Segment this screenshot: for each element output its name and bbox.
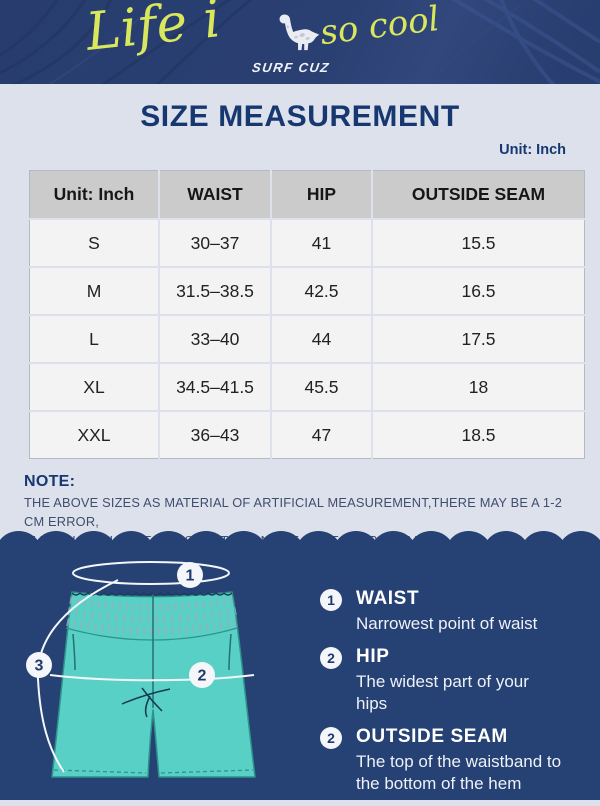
- cell-outside-seam: 15.5: [372, 219, 585, 268]
- guide-item-desc: Narrowest point of waist: [356, 613, 538, 633]
- size-measurement-main: SIZE MEASUREMENT Unit: Inch Unit: Inch W…: [0, 100, 600, 551]
- hip-measure-line: [49, 674, 255, 682]
- outside-seam-measure-line: [36, 579, 119, 773]
- guide-item-desc: The top of the waistband to the bottom o…: [356, 751, 562, 793]
- guide-item: 1 WAIST Narrowest point of waist: [320, 588, 564, 635]
- table-row: XXL 36–43 47 18.5: [29, 411, 585, 459]
- guide-item-title: WAIST: [356, 588, 420, 609]
- cell-size: M: [29, 267, 160, 316]
- size-table: Unit: Inch WAIST HIP OUTSIDE SEAM S 30–3…: [29, 170, 585, 459]
- cell-size: L: [29, 315, 160, 364]
- guide-item: 2 OUTSIDE SEAM The top of the waistband …: [320, 726, 564, 795]
- waistband-ruffle: [71, 592, 233, 596]
- col-header-waist: WAIST: [159, 170, 272, 220]
- pocket-slit-left: [72, 633, 76, 671]
- cell-hip: 42.5: [271, 267, 373, 316]
- cell-outside-seam: 16.5: [372, 267, 585, 316]
- svg-text:1: 1: [186, 568, 195, 585]
- table-row: M 31.5–38.5 42.5 16.5: [29, 267, 585, 316]
- page-title: SIZE MEASUREMENT: [140, 100, 460, 133]
- guide-list: 1 WAIST Narrowest point of waist 2 HIP T…: [320, 588, 564, 806]
- guide-item-text: OUTSIDE SEAM The top of the waistband to…: [356, 726, 564, 795]
- brand-header: Life i so cool SURF CUZ: [0, 0, 600, 84]
- note-text-line1: THE ABOVE SIZES AS MATERIAL OF ARTIFICIA…: [24, 495, 563, 530]
- guide-item-title: HIP: [356, 645, 390, 667]
- guide-item-title: OUTSIDE SEAM: [356, 725, 508, 747]
- cell-size: XXL: [29, 411, 160, 459]
- note-heading: NOTE:: [24, 473, 76, 490]
- cell-waist: 31.5–38.5: [159, 267, 272, 316]
- cell-hip: 47: [271, 411, 373, 459]
- diagram-badge-outside-seam: 3: [26, 652, 52, 678]
- col-header-hip: HIP: [271, 170, 373, 220]
- diagram-badge-hip: 2: [189, 662, 215, 688]
- waist-measure-ellipse: [72, 561, 230, 585]
- cell-hip: 44: [271, 315, 373, 364]
- cell-waist: 34.5–41.5: [159, 363, 272, 412]
- pocket-slit-right: [228, 633, 232, 671]
- cell-size: S: [29, 219, 160, 268]
- col-header-size-unit: Unit: Inch: [29, 170, 160, 220]
- cell-outside-seam: 18.5: [372, 411, 585, 459]
- guide-item-text: WAIST Narrowest point of waist: [356, 588, 537, 635]
- cell-outside-seam: 18: [372, 363, 585, 412]
- guide-item: 2 HIP The widest part of your hips: [320, 646, 564, 715]
- guide-badge: 2: [320, 726, 342, 749]
- guide-badge: 2: [320, 646, 342, 669]
- brand-name: SURF CUZ: [251, 60, 331, 75]
- shorts-diagram: 1 2 3: [26, 561, 256, 778]
- table-row: S 30–37 41 15.5: [29, 219, 585, 268]
- measurement-guide-section: 1 2 3 1 WAIST Narrowest point of waist 2…: [0, 524, 600, 800]
- drawstring: [121, 687, 171, 718]
- wave-divider: [0, 531, 600, 546]
- table-row: XL 34.5–41.5 45.5 18: [29, 363, 585, 412]
- guide-panel: 1 2 3 1 WAIST Narrowest point of waist 2…: [0, 546, 600, 800]
- diagram-badge-waist: 1: [177, 562, 203, 588]
- cell-outside-seam: 17.5: [372, 315, 585, 364]
- palm-leaves-decoration: [0, 0, 600, 84]
- table-header-row: Unit: Inch WAIST HIP OUTSIDE SEAM: [29, 170, 585, 220]
- table-row: L 33–40 44 17.5: [29, 315, 585, 364]
- guide-item-desc: The widest part of your hips: [356, 671, 529, 713]
- cell-size: XL: [29, 363, 160, 412]
- col-header-outside-seam: OUTSIDE SEAM: [372, 170, 585, 220]
- cell-waist: 33–40: [159, 315, 272, 364]
- guide-item-text: HIP The widest part of your hips: [356, 646, 564, 715]
- guide-badge: 1: [320, 589, 342, 611]
- unit-label: Unit: Inch: [499, 142, 566, 158]
- cell-waist: 36–43: [159, 411, 272, 459]
- dinosaur-logo-icon: [279, 14, 320, 51]
- svg-text:3: 3: [35, 658, 44, 675]
- cell-waist: 30–37: [159, 219, 272, 268]
- cell-hip: 41: [271, 219, 373, 268]
- cell-hip: 45.5: [271, 363, 373, 412]
- svg-text:2: 2: [198, 668, 207, 685]
